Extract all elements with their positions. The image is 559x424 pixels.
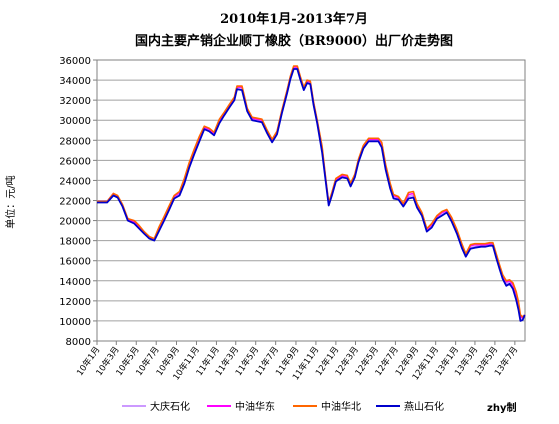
x-axis-ticks: 10年1月10年3月10年5月10年7月10年9月10年11月11年1月11年3…	[74, 341, 520, 382]
y-tick-label: 8000	[66, 337, 91, 348]
y-tick-label: 36000	[59, 56, 91, 67]
chart-subtitle: 国内主要产销企业顺丁橡胶（BR9000）出厂价走势图	[135, 33, 453, 49]
y-tick-label: 26000	[59, 156, 91, 167]
y-tick-label: 10000	[59, 317, 91, 328]
svg-text:单位：元/吨: 单位：元/吨	[4, 175, 17, 228]
y-tick-label: 30000	[59, 116, 91, 127]
y-tick-label: 18000	[59, 237, 91, 248]
y-tick-label: 12000	[59, 297, 91, 308]
legend-label: 中油华北	[321, 400, 361, 413]
y-tick-label: 22000	[59, 197, 91, 208]
y-axis-label: 单位：元/吨	[4, 175, 17, 228]
y-tick-label: 32000	[59, 96, 91, 107]
legend-label: 中油华东	[235, 400, 275, 413]
y-axis-ticks: 8000 10000 12000 14000 16000 18000 20000 22000 2…	[59, 56, 97, 348]
series-lines	[97, 65, 526, 322]
y-tick-label: 34000	[59, 76, 91, 87]
y-tick-label: 14000	[59, 277, 91, 288]
legend-label: 燕山石化	[404, 400, 444, 413]
legend: 大庆石化 中油华东 中油华北 燕山石化	[122, 400, 444, 413]
chart-title: 2010年1月-2013年7月	[220, 11, 368, 27]
legend-label: 大庆石化	[150, 400, 190, 413]
y-tick-label: 24000	[59, 176, 91, 187]
y-tick-label: 20000	[59, 217, 91, 228]
credit-text: zhy制	[487, 401, 516, 414]
y-tick-label: 28000	[59, 136, 91, 147]
y-tick-label: 16000	[59, 257, 91, 268]
series-line-4	[97, 68, 526, 322]
